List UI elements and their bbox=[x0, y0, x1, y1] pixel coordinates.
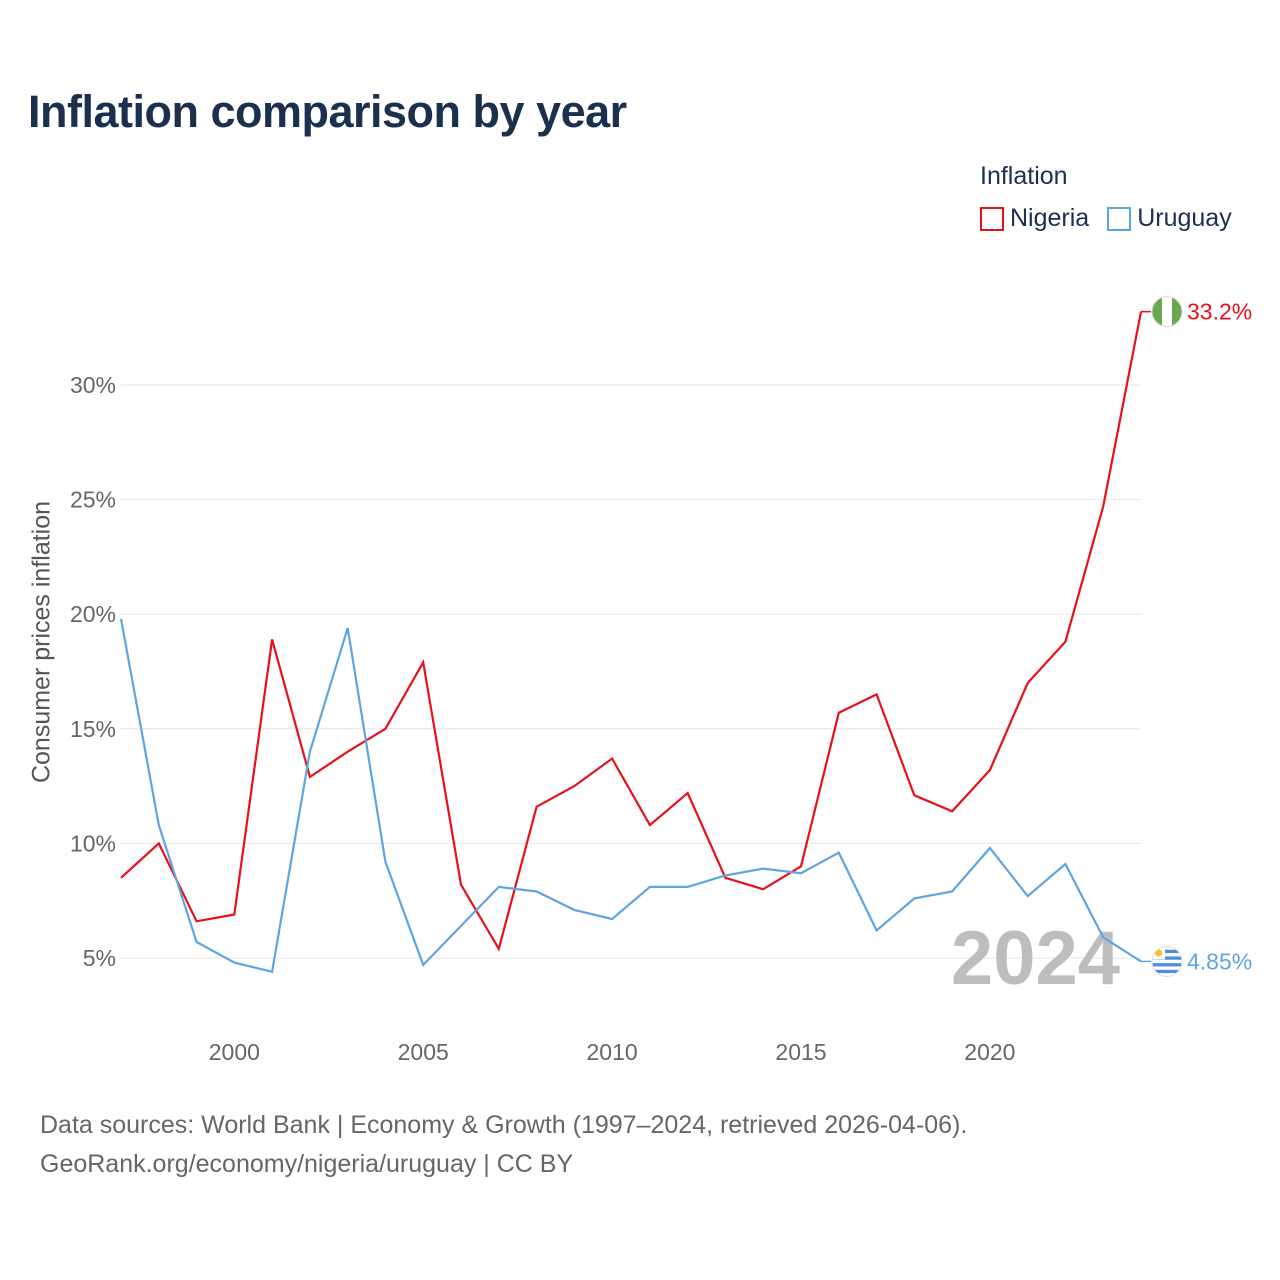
y-tick-20: 20% bbox=[70, 601, 116, 627]
y-tick-labels: 5% 10% 15% 20% 25% 30% bbox=[70, 372, 116, 971]
legend-swatch-uruguay bbox=[1107, 206, 1132, 231]
x-tick-2020: 2020 bbox=[964, 1039, 1015, 1065]
chart-title: Inflation comparison by year bbox=[28, 86, 627, 137]
end-label-nigeria: 33.2% bbox=[1187, 299, 1252, 325]
legend-swatch-nigeria bbox=[980, 206, 1004, 231]
end-label-uruguay: 4.85% bbox=[1187, 948, 1252, 974]
series-line-uruguay bbox=[119, 618, 1142, 974]
year-watermark: 2024 bbox=[951, 916, 1120, 1001]
legend-item-uruguay[interactable]: Uruguay bbox=[1107, 204, 1232, 233]
footer: Data sources: World Bank | Economy & Gro… bbox=[40, 1106, 967, 1184]
y-tick-15: 15% bbox=[70, 716, 116, 742]
series-lines bbox=[119, 311, 1143, 974]
legend-item-nigeria[interactable]: Nigeria bbox=[980, 204, 1089, 233]
footer-link[interactable]: GeoRank.org/economy/nigeria/uruguay | CC… bbox=[40, 1150, 574, 1178]
legend-title: Inflation bbox=[980, 162, 1068, 190]
x-tick-2005: 2005 bbox=[398, 1039, 449, 1065]
x-tick-2010: 2010 bbox=[587, 1039, 638, 1065]
series-line-nigeria bbox=[120, 311, 1143, 952]
y-tick-30: 30% bbox=[70, 372, 116, 398]
flag-uruguay-icon bbox=[1151, 945, 1183, 977]
gridlines bbox=[121, 384, 1141, 959]
y-tick-25: 25% bbox=[70, 487, 116, 513]
legend-label-uruguay: Uruguay bbox=[1137, 204, 1232, 232]
x-tick-labels: 2000 2005 2010 2015 2020 bbox=[209, 1039, 1016, 1065]
flag-nigeria-icon bbox=[1151, 296, 1183, 328]
legend-label-nigeria: Nigeria bbox=[1010, 204, 1090, 232]
x-tick-2000: 2000 bbox=[209, 1039, 260, 1065]
x-tick-2015: 2015 bbox=[775, 1039, 826, 1065]
end-markers: 33.2% 4.85% bbox=[1141, 296, 1252, 977]
y-tick-5: 5% bbox=[83, 945, 116, 971]
footer-sources: Data sources: World Bank | Economy & Gro… bbox=[40, 1111, 968, 1139]
legend: Nigeria Uruguay bbox=[980, 204, 1250, 233]
y-tick-10: 10% bbox=[70, 830, 116, 856]
